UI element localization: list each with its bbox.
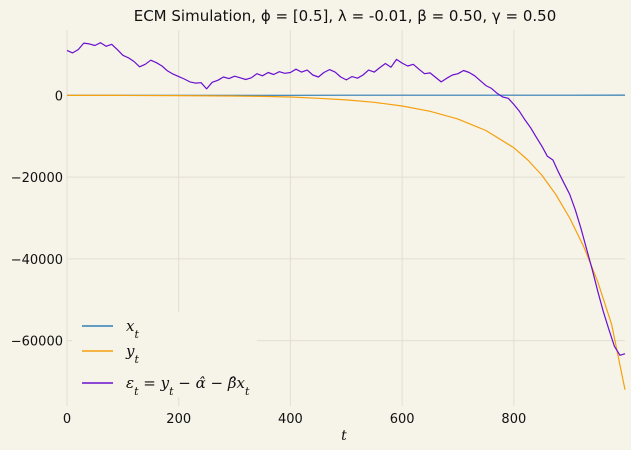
chart-title: ECM Simulation, ϕ = [0.5], λ = -0.01, β … <box>134 7 557 25</box>
y-tick-labels: 0 −20000 −40000 −60000 <box>11 89 63 349</box>
series-line-eps-t <box>66 42 626 356</box>
x-tick-label: 400 <box>278 412 303 427</box>
legend-label: xt <box>126 317 139 341</box>
x-axis-label: t <box>341 428 347 444</box>
legend-label: εt = yt − α̂ − β̂xt <box>126 374 250 398</box>
legend-label: yt <box>125 342 139 366</box>
y-tick-label: −60000 <box>11 335 63 350</box>
y-tick-label: 0 <box>55 89 63 104</box>
y-tick-label: −40000 <box>11 253 63 268</box>
x-tick-label: 200 <box>166 412 191 427</box>
x-tick-label: 0 <box>63 412 71 427</box>
x-tick-labels: 0 200 400 600 800 <box>63 412 526 427</box>
series-group <box>66 42 626 390</box>
x-tick-label: 800 <box>501 412 526 427</box>
y-tick-label: −20000 <box>11 171 63 186</box>
series-line-y-t <box>67 94 626 390</box>
x-tick-label: 600 <box>390 412 415 427</box>
